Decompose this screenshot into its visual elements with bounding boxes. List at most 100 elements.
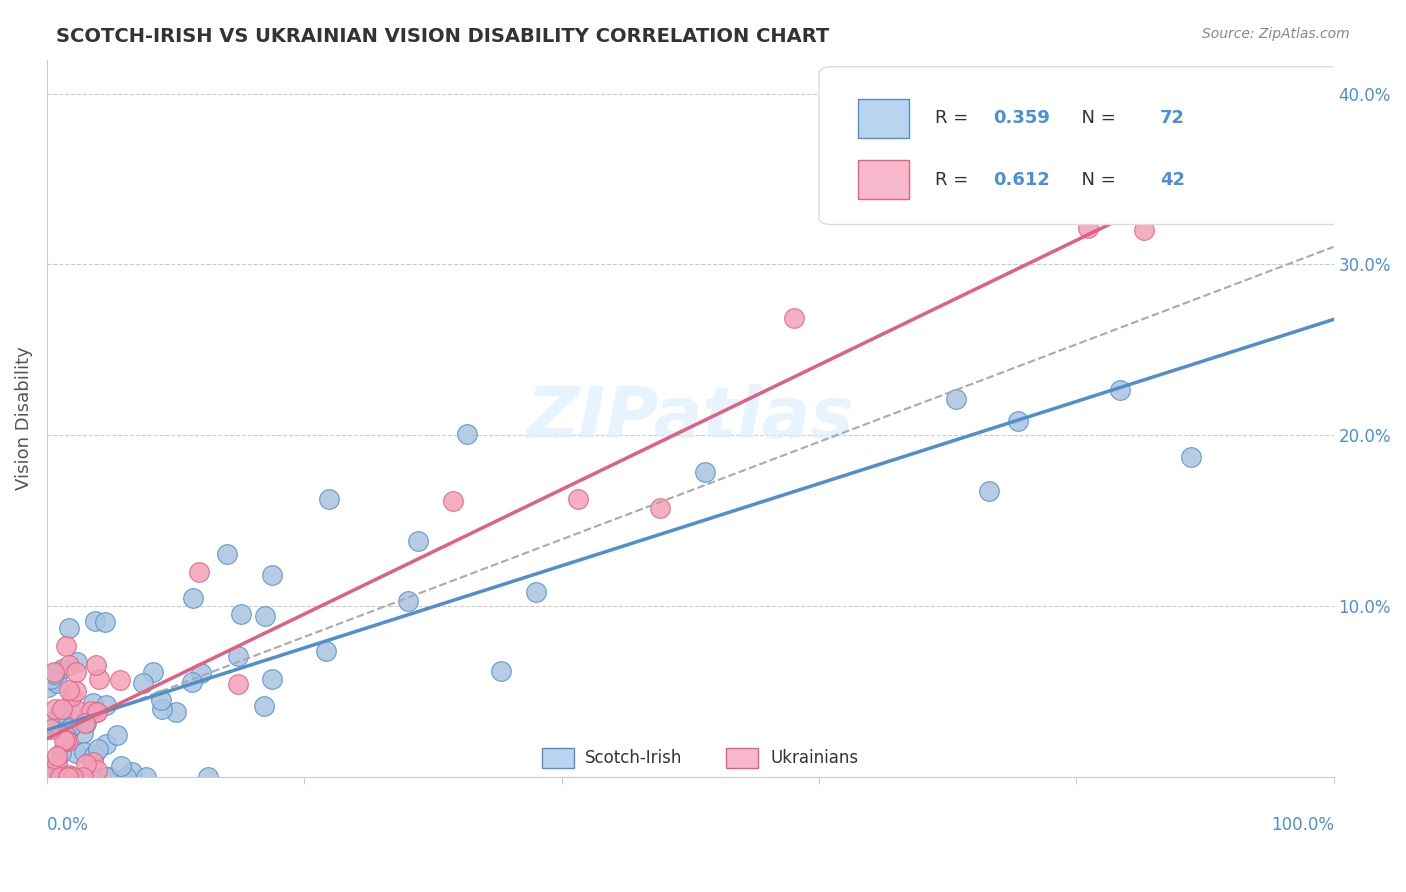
Point bbox=[83, 748, 105, 763]
Point bbox=[49, 706, 72, 721]
Point bbox=[396, 594, 419, 608]
Point bbox=[977, 483, 1000, 498]
Point bbox=[190, 666, 212, 681]
Point bbox=[53, 733, 76, 747]
Text: 0.612: 0.612 bbox=[993, 171, 1049, 189]
Point bbox=[38, 770, 60, 784]
Point bbox=[567, 491, 589, 506]
Point bbox=[51, 746, 73, 760]
Point bbox=[121, 764, 143, 779]
Point bbox=[83, 615, 105, 629]
Point bbox=[165, 705, 187, 719]
Point bbox=[226, 649, 249, 664]
Point bbox=[66, 655, 89, 669]
FancyBboxPatch shape bbox=[858, 99, 910, 138]
FancyBboxPatch shape bbox=[543, 748, 575, 768]
Point bbox=[105, 728, 128, 742]
Text: ZIPatlas: ZIPatlas bbox=[527, 384, 853, 452]
Point bbox=[75, 716, 97, 731]
Text: 42: 42 bbox=[1160, 171, 1185, 189]
Point bbox=[45, 748, 67, 763]
Point bbox=[56, 733, 79, 747]
Point bbox=[142, 665, 165, 679]
Point bbox=[135, 770, 157, 784]
Point bbox=[318, 491, 340, 506]
Point bbox=[315, 644, 337, 658]
Text: Source: ZipAtlas.com: Source: ZipAtlas.com bbox=[1202, 27, 1350, 41]
Point bbox=[84, 705, 107, 719]
Point bbox=[108, 673, 131, 687]
FancyBboxPatch shape bbox=[727, 748, 758, 768]
Point bbox=[491, 664, 513, 678]
Point bbox=[65, 683, 87, 698]
Point bbox=[60, 690, 83, 704]
Point bbox=[58, 768, 80, 782]
Point bbox=[46, 709, 69, 723]
Point bbox=[51, 662, 73, 676]
Point bbox=[441, 493, 464, 508]
Point bbox=[55, 732, 77, 747]
Point bbox=[72, 770, 94, 784]
Point bbox=[75, 757, 97, 772]
Point bbox=[782, 311, 804, 326]
Text: 100.0%: 100.0% bbox=[1271, 816, 1334, 834]
Point bbox=[49, 770, 72, 784]
Point bbox=[58, 658, 80, 673]
Point bbox=[1007, 414, 1029, 428]
Point bbox=[62, 770, 84, 784]
Point bbox=[86, 658, 108, 673]
FancyBboxPatch shape bbox=[858, 160, 910, 200]
Point bbox=[44, 759, 66, 773]
Text: N =: N = bbox=[1070, 171, 1122, 189]
Text: R =: R = bbox=[935, 171, 974, 189]
Point bbox=[945, 392, 967, 407]
Point bbox=[44, 665, 66, 680]
Point bbox=[51, 702, 73, 716]
Text: Scotch-Irish: Scotch-Irish bbox=[585, 749, 682, 767]
Point bbox=[94, 770, 117, 784]
Point bbox=[149, 693, 172, 707]
Point bbox=[58, 621, 80, 635]
Point bbox=[188, 565, 211, 579]
Point bbox=[39, 767, 62, 781]
Point bbox=[42, 667, 65, 681]
Point bbox=[94, 698, 117, 713]
Point bbox=[181, 591, 204, 605]
FancyBboxPatch shape bbox=[818, 67, 1347, 225]
Point bbox=[59, 770, 82, 784]
Point bbox=[73, 746, 96, 760]
Point bbox=[66, 704, 89, 718]
Point bbox=[37, 680, 59, 694]
Point bbox=[39, 722, 62, 736]
Text: N =: N = bbox=[1070, 110, 1122, 128]
Point bbox=[59, 721, 82, 735]
Point bbox=[46, 665, 69, 680]
Point bbox=[648, 501, 671, 516]
Point bbox=[93, 615, 115, 630]
Point bbox=[75, 716, 97, 731]
Point bbox=[150, 702, 173, 716]
Point bbox=[52, 770, 75, 784]
Point bbox=[1133, 223, 1156, 237]
Point bbox=[254, 608, 277, 623]
Point bbox=[80, 704, 103, 718]
Point bbox=[260, 672, 283, 686]
Point bbox=[408, 533, 430, 548]
Point bbox=[262, 567, 284, 582]
Point bbox=[132, 676, 155, 690]
Point bbox=[45, 756, 67, 770]
Point bbox=[87, 742, 110, 756]
Text: R =: R = bbox=[935, 110, 974, 128]
Point bbox=[97, 770, 120, 784]
Point bbox=[55, 639, 77, 653]
Point bbox=[58, 683, 80, 698]
Text: 0.359: 0.359 bbox=[993, 110, 1049, 128]
Point bbox=[229, 607, 252, 622]
Point bbox=[226, 676, 249, 690]
Point bbox=[58, 722, 80, 736]
Point bbox=[55, 729, 77, 743]
Point bbox=[49, 770, 72, 784]
Point bbox=[45, 676, 67, 690]
Point bbox=[456, 427, 478, 442]
Point bbox=[80, 770, 103, 784]
